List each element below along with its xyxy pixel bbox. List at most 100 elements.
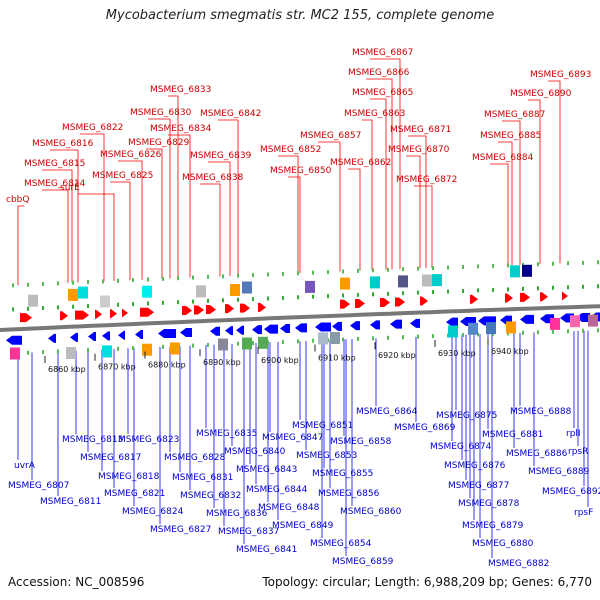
gene-label-msmeg-6826[interactable]: MSMEG_6826 [100, 150, 162, 160]
gene-label-msmeg-6813[interactable]: MSMEG_6813 [62, 435, 123, 445]
gene-label-msmeg-6836[interactable]: MSMEG_6836 [206, 509, 268, 519]
gene-label-msmeg-6838[interactable]: MSMEG_6838 [182, 173, 244, 183]
gene-label-msmeg-6880[interactable]: MSMEG_6880 [472, 539, 534, 549]
feature-block[interactable] [522, 264, 532, 277]
gene-label-msmeg-6855[interactable]: MSMEG_6855 [312, 469, 373, 479]
gene-label-msmeg-6870[interactable]: MSMEG_6870 [388, 145, 450, 155]
gene-label-msmeg-6811[interactable]: MSMEG_6811 [40, 497, 101, 507]
forward-gene-arrow[interactable] [20, 313, 32, 323]
forward-gene-arrow[interactable] [95, 309, 102, 319]
forward-gene-arrow[interactable] [562, 291, 568, 301]
forward-gene-arrow[interactable] [355, 298, 365, 308]
gene-label-msmeg-6857[interactable]: MSMEG_6857 [300, 131, 361, 141]
gene-label-msmeg-6888[interactable]: MSMEG_6888 [510, 407, 572, 417]
feature-block[interactable] [486, 322, 496, 335]
gene-label-msmeg-6842[interactable]: MSMEG_6842 [200, 109, 261, 119]
feature-block[interactable] [78, 286, 88, 299]
reverse-gene-arrow[interactable] [252, 325, 262, 335]
reverse-gene-arrow[interactable] [410, 318, 420, 328]
reverse-gene-arrow[interactable] [236, 325, 244, 335]
forward-gene-arrow[interactable] [60, 311, 68, 321]
gene-label-uvra[interactable]: uvrA [14, 461, 36, 471]
gene-label-msmeg-6821[interactable]: MSMEG_6821 [104, 489, 165, 499]
forward-gene-arrow[interactable] [194, 305, 204, 315]
feature-block[interactable] [100, 295, 110, 308]
gene-label-sure[interactable]: surE [60, 183, 80, 193]
gene-label-msmeg-6815[interactable]: MSMEG_6815 [24, 159, 85, 169]
reverse-gene-arrow[interactable] [210, 326, 220, 336]
gene-label-msmeg-6823[interactable]: MSMEG_6823 [118, 435, 179, 445]
reverse-gene-arrow[interactable] [315, 322, 331, 332]
reverse-gene-arrow[interactable] [135, 329, 143, 339]
gene-label-msmeg-6817[interactable]: MSMEG_6817 [80, 453, 141, 463]
gene-label-msmeg-6865[interactable]: MSMEG_6865 [352, 88, 413, 98]
gene-label-msmeg-6863[interactable]: MSMEG_6863 [344, 109, 405, 119]
gene-label-msmeg-6887[interactable]: MSMEG_6887 [484, 110, 545, 120]
gene-label-msmeg-6850[interactable]: MSMEG_6850 [270, 166, 332, 176]
feature-block[interactable] [242, 281, 252, 294]
forward-gene-arrow[interactable] [225, 304, 234, 314]
gene-label-msmeg-6835[interactable]: MSMEG_6835 [196, 429, 257, 439]
gene-label-msmeg-6828[interactable]: MSMEG_6828 [164, 453, 226, 463]
feature-block[interactable] [506, 321, 516, 334]
gene-label-msmeg-6878[interactable]: MSMEG_6878 [458, 499, 520, 509]
gene-label-msmeg-6840[interactable]: MSMEG_6840 [224, 447, 286, 457]
gene-label-msmeg-6877[interactable]: MSMEG_6877 [448, 481, 509, 491]
gene-label-msmeg-6875[interactable]: MSMEG_6875 [436, 411, 497, 421]
gene-label-msmeg-6885[interactable]: MSMEG_6885 [480, 131, 541, 141]
feature-block[interactable] [318, 332, 328, 345]
gene-label-rpsf[interactable]: rpsF [574, 508, 593, 518]
forward-gene-arrow[interactable] [420, 296, 428, 306]
reverse-gene-arrow[interactable] [225, 326, 233, 336]
forward-gene-arrow[interactable] [395, 297, 405, 307]
feature-block[interactable] [305, 280, 315, 293]
feature-block[interactable] [196, 285, 206, 298]
forward-gene-arrow[interactable] [540, 292, 548, 302]
gene-label-rpli[interactable]: rplI [566, 429, 581, 439]
gene-label-msmeg-6876[interactable]: MSMEG_6876 [444, 461, 506, 471]
gene-label-msmeg-6841[interactable]: MSMEG_6841 [236, 545, 297, 555]
gene-label-msmeg-6816[interactable]: MSMEG_6816 [32, 139, 94, 149]
gene-label-msmeg-6866[interactable]: MSMEG_6866 [348, 68, 410, 78]
gene-label-msmeg-6859[interactable]: MSMEG_6859 [332, 557, 394, 567]
reverse-gene-arrow[interactable] [102, 331, 110, 341]
forward-gene-arrow[interactable] [182, 305, 192, 315]
feature-block[interactable] [588, 314, 598, 327]
feature-block[interactable] [432, 274, 442, 287]
gene-label-msmeg-6860[interactable]: MSMEG_6860 [340, 507, 402, 517]
gene-label-msmeg-6871[interactable]: MSMEG_6871 [390, 125, 451, 135]
gene-label-msmeg-6867[interactable]: MSMEG_6867 [352, 48, 413, 58]
gene-label-msmeg-6832[interactable]: MSMEG_6832 [180, 491, 241, 501]
feature-block[interactable] [68, 288, 78, 301]
gene-label-msmeg-6822[interactable]: MSMEG_6822 [62, 123, 123, 133]
gene-label-msmeg-6869[interactable]: MSMEG_6869 [394, 423, 456, 433]
gene-label-msmeg-6856[interactable]: MSMEG_6856 [318, 489, 380, 499]
reverse-gene-arrow[interactable] [350, 321, 360, 331]
feature-block[interactable] [142, 343, 152, 356]
reverse-gene-arrow[interactable] [70, 332, 78, 342]
gene-label-msmeg-6879[interactable]: MSMEG_6879 [462, 521, 524, 531]
gene-label-msmeg-6847[interactable]: MSMEG_6847 [262, 433, 323, 443]
feature-block[interactable] [258, 336, 268, 349]
gene-label-msmeg-6886[interactable]: MSMEG_6886 [506, 449, 568, 459]
gene-label-msmeg-6854[interactable]: MSMEG_6854 [310, 539, 372, 549]
reverse-gene-arrow[interactable] [88, 332, 96, 342]
gene-label-msmeg-6874[interactable]: MSMEG_6874 [430, 442, 492, 452]
gene-label-msmeg-6864[interactable]: MSMEG_6864 [356, 407, 418, 417]
reverse-gene-arrow[interactable] [332, 321, 342, 331]
feature-block[interactable] [422, 274, 432, 287]
forward-gene-arrow[interactable] [470, 294, 478, 304]
feature-block[interactable] [142, 285, 152, 298]
reverse-gene-arrow[interactable] [370, 320, 380, 330]
gene-label-msmeg-6884[interactable]: MSMEG_6884 [472, 153, 534, 163]
gene-label-msmeg-6833[interactable]: MSMEG_6833 [150, 85, 211, 95]
gene-label-msmeg-6844[interactable]: MSMEG_6844 [246, 485, 308, 495]
feature-block[interactable] [550, 317, 560, 330]
forward-gene-arrow[interactable] [380, 298, 390, 308]
reverse-gene-arrow[interactable] [48, 333, 56, 343]
reverse-gene-arrow[interactable] [520, 314, 534, 324]
forward-gene-arrow[interactable] [140, 307, 154, 317]
gene-label-msmeg-6849[interactable]: MSMEG_6849 [272, 521, 334, 531]
gene-label-msmeg-6807[interactable]: MSMEG_6807 [8, 481, 69, 491]
gene-label-msmeg-6824[interactable]: MSMEG_6824 [122, 507, 184, 517]
